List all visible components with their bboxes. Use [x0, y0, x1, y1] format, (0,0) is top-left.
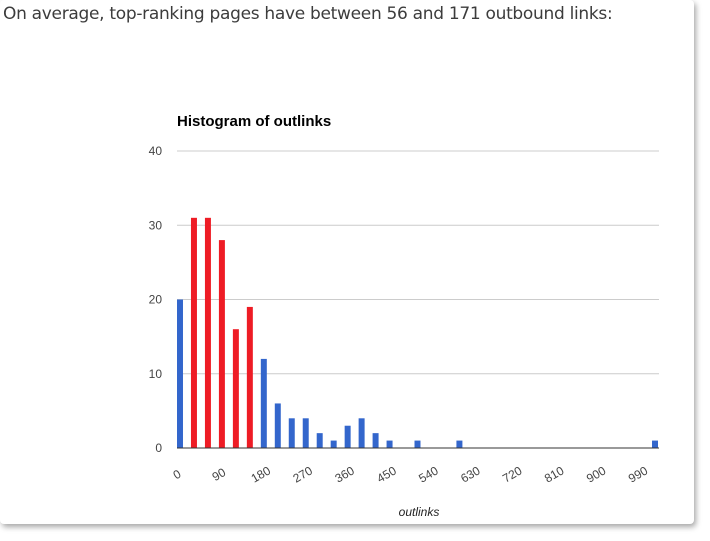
x-tick-label: 810 [542, 463, 567, 485]
histogram-bar [456, 440, 463, 448]
x-axis-title: outlinks [399, 505, 440, 519]
x-tick-label: 720 [500, 463, 525, 485]
histogram-bar [372, 433, 379, 448]
x-tick-label: 630 [458, 463, 483, 485]
x-tick-label: 180 [249, 463, 274, 485]
y-tick-label: 30 [149, 218, 163, 232]
histogram-bar [274, 403, 281, 448]
x-tick-label: 270 [291, 463, 316, 485]
x-tick-label: 450 [374, 463, 399, 485]
y-tick-label: 40 [149, 144, 163, 158]
histogram-bar [316, 433, 323, 448]
histogram-bar [358, 418, 365, 448]
histogram-bar [330, 440, 337, 448]
histogram-bar [190, 217, 197, 448]
histogram-bar [302, 418, 309, 448]
x-axis-labels: 0 90 180 270 360 450 540 630 720 810 900 990 [171, 463, 651, 485]
y-tick-label: 10 [149, 367, 163, 381]
histogram-bar [344, 425, 351, 448]
histogram-bar [232, 329, 239, 448]
x-tick-label: 90 [210, 465, 229, 484]
histogram-bar [204, 217, 211, 448]
x-tick-label: 900 [584, 463, 609, 485]
histogram-bar [414, 440, 421, 448]
grid-lines [177, 150, 659, 375]
histogram-bar [260, 358, 267, 448]
y-tick-label: 0 [155, 441, 162, 455]
bars [177, 217, 658, 448]
chart-title: Histogram of outlinks [177, 113, 331, 130]
histogram-bar [652, 440, 658, 448]
y-tick-label: 20 [149, 293, 163, 307]
x-tick-label: 0 [171, 467, 184, 483]
histogram-bar [386, 440, 393, 448]
histogram-bar [218, 240, 225, 448]
x-tick-label: 990 [626, 463, 651, 485]
y-axis-labels: 0 10 20 30 40 [149, 144, 163, 455]
histogram-bar [246, 306, 253, 448]
histogram-bar [288, 418, 295, 448]
x-tick-label: 360 [332, 463, 357, 485]
page-heading: On average, top-ranking pages have betwe… [3, 4, 613, 24]
histogram-bar [177, 299, 183, 448]
x-tick-label: 540 [416, 463, 441, 485]
